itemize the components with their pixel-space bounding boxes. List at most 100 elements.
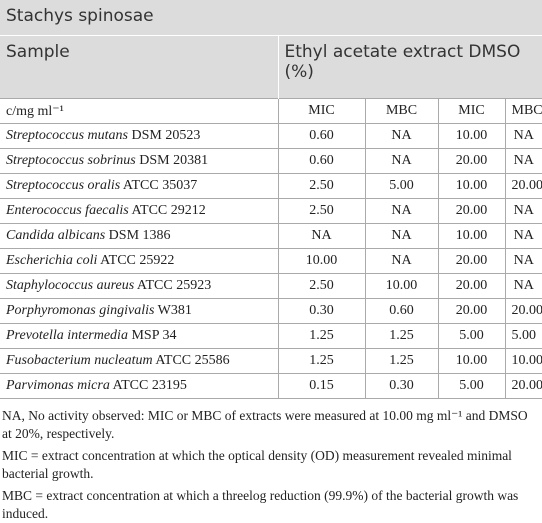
species: Candida albicans xyxy=(6,228,106,243)
value-cell: 5.00 xyxy=(437,323,505,349)
sample-cell: Porphyromonas gingivalis W381 xyxy=(0,298,278,324)
species: Escherichia coli xyxy=(6,253,98,268)
data-row: Streptococcus sobrinus DSM 20381 0.60 NA 20… xyxy=(0,148,542,174)
data-row: Porphyromonas gingivalis W381 0.30 0.60 20.… xyxy=(0,298,542,324)
header-cell: Ethyl acetate extract DMSO (%) xyxy=(277,36,542,99)
sample-cell: Escherichia coli ATCC 25922 xyxy=(0,248,278,274)
strain: ATCC 25923 xyxy=(136,278,212,293)
species: Fusobacterium nucleatum xyxy=(6,353,153,368)
footnotes: NA, No activity observed: MIC or MBC of … xyxy=(0,399,542,523)
value-cell: NA xyxy=(504,248,542,274)
data-row: Candida albicans DSM 1386 NA NA 10.00 NA xyxy=(0,223,542,249)
value-cell: 0.60 xyxy=(364,298,438,324)
value-cell: 1.25 xyxy=(364,348,438,374)
strain: MSP 34 xyxy=(131,328,177,343)
value-cell: 20.00 xyxy=(504,173,542,199)
unit-cell: c/mg ml⁻¹ xyxy=(0,98,278,124)
value-cell: 20.00 xyxy=(504,298,542,324)
value-cell: 0.60 xyxy=(277,123,365,149)
column-label: MIC xyxy=(277,98,365,124)
sample-cell: Streptococcus oralis ATCC 35037 xyxy=(0,173,278,199)
value-cell: 10.00 xyxy=(437,348,505,374)
sample-cell: Streptococcus sobrinus DSM 20381 xyxy=(0,148,278,174)
species: Prevotella intermedia xyxy=(6,328,128,343)
strain: ATCC 25586 xyxy=(155,353,230,368)
value-cell: 20.00 xyxy=(437,198,505,224)
table-title: Stachys spinosae xyxy=(0,0,542,36)
column-label: MBC xyxy=(364,98,438,124)
value-cell: 10.00 xyxy=(437,173,505,199)
footnote: MIC = extract concentration at which the… xyxy=(2,448,512,481)
data-row: Enterococcus faecalis ATCC 29212 2.50 NA 20… xyxy=(0,198,542,224)
value-cell: NA xyxy=(504,273,542,299)
value-cell: NA xyxy=(504,223,542,249)
header-cell: Sample xyxy=(0,36,278,99)
footnote: NA, No activity observed: MIC or MBC of … xyxy=(2,408,528,441)
data-row: Prevotella intermedia MSP 34 1.25 1.25 5.00… xyxy=(0,323,542,349)
data-row: Staphylococcus aureus ATCC 25923 2.50 10.0… xyxy=(0,273,542,299)
strain: ATCC 25922 xyxy=(100,253,175,268)
strain: ATCC 23195 xyxy=(112,378,187,393)
sample-cell: Prevotella intermedia MSP 34 xyxy=(0,323,278,349)
value-cell: 10.00 xyxy=(437,223,505,249)
value-cell: NA xyxy=(364,148,438,174)
species: Streptococcus mutans xyxy=(6,128,128,143)
value-cell: 1.25 xyxy=(364,323,438,349)
strain: DSM 20381 xyxy=(139,153,209,168)
value-cell: NA xyxy=(277,223,365,249)
value-cell: NA xyxy=(364,123,438,149)
value-cell: NA xyxy=(364,248,438,274)
data-row: Streptococcus oralis ATCC 35037 2.50 5.00 1… xyxy=(0,173,542,199)
data-row: Parvimonas micra ATCC 23195 0.15 0.30 5.00 2… xyxy=(0,373,542,399)
value-cell: 5.00 xyxy=(504,323,542,349)
value-cell: 20.00 xyxy=(504,373,542,399)
header-row: Sample Ethyl acetate extract DMSO (%) xyxy=(0,36,542,99)
footnote: MBC = extract concentration at which a t… xyxy=(2,488,519,521)
value-cell: 10.00 xyxy=(364,273,438,299)
value-cell: 5.00 xyxy=(364,173,438,199)
value-cell: NA xyxy=(504,123,542,149)
value-cell: NA xyxy=(504,148,542,174)
value-cell: 2.50 xyxy=(277,173,365,199)
column-label: MBC xyxy=(504,98,542,124)
value-cell: 5.00 xyxy=(437,373,505,399)
value-cell: 10.00 xyxy=(277,248,365,274)
data-row: Streptococcus mutans DSM 20523 0.60 NA 10.0… xyxy=(0,123,542,149)
sample-cell: Candida albicans DSM 1386 xyxy=(0,223,278,249)
species: Parvimonas micra xyxy=(6,378,110,393)
sample-cell: Parvimonas micra ATCC 23195 xyxy=(0,373,278,399)
strain: W381 xyxy=(157,303,192,318)
value-cell: 1.25 xyxy=(277,348,365,374)
strain: DSM 20523 xyxy=(131,128,201,143)
column-label: MIC xyxy=(437,98,505,124)
value-cell: 0.15 xyxy=(277,373,365,399)
value-cell: 2.50 xyxy=(277,198,365,224)
value-cell: 10.00 xyxy=(504,348,542,374)
strain: ATCC 29212 xyxy=(131,203,206,218)
value-cell: 2.50 xyxy=(277,273,365,299)
sample-cell: Fusobacterium nucleatum ATCC 25586 xyxy=(0,348,278,374)
value-cell: 20.00 xyxy=(437,273,505,299)
table-body: c/mg ml⁻¹ MIC MBC MIC MBC Streptococcus mutan… xyxy=(0,98,542,399)
value-cell: 20.00 xyxy=(437,148,505,174)
data-table: Sample Ethyl acetate extract DMSO (%) c/… xyxy=(0,36,542,399)
value-cell: 20.00 xyxy=(437,248,505,274)
species: Enterococcus faecalis xyxy=(6,203,129,218)
value-cell: 10.00 xyxy=(437,123,505,149)
value-cell: NA xyxy=(364,223,438,249)
value-cell: NA xyxy=(364,198,438,224)
species: Streptococcus oralis xyxy=(6,178,121,193)
value-cell: 0.60 xyxy=(277,148,365,174)
value-cell: 0.30 xyxy=(277,298,365,324)
data-row: Fusobacterium nucleatum ATCC 25586 1.25 1.… xyxy=(0,348,542,374)
sample-cell: Streptococcus mutans DSM 20523 xyxy=(0,123,278,149)
value-cell: NA xyxy=(504,198,542,224)
species: Porphyromonas gingivalis xyxy=(6,303,155,318)
unit-row: c/mg ml⁻¹ MIC MBC MIC MBC xyxy=(0,98,542,124)
sample-cell: Enterococcus faecalis ATCC 29212 xyxy=(0,198,278,224)
species: Staphylococcus aureus xyxy=(6,278,135,293)
value-cell: 20.00 xyxy=(437,298,505,324)
value-cell: 0.30 xyxy=(364,373,438,399)
strain: DSM 1386 xyxy=(108,228,171,243)
